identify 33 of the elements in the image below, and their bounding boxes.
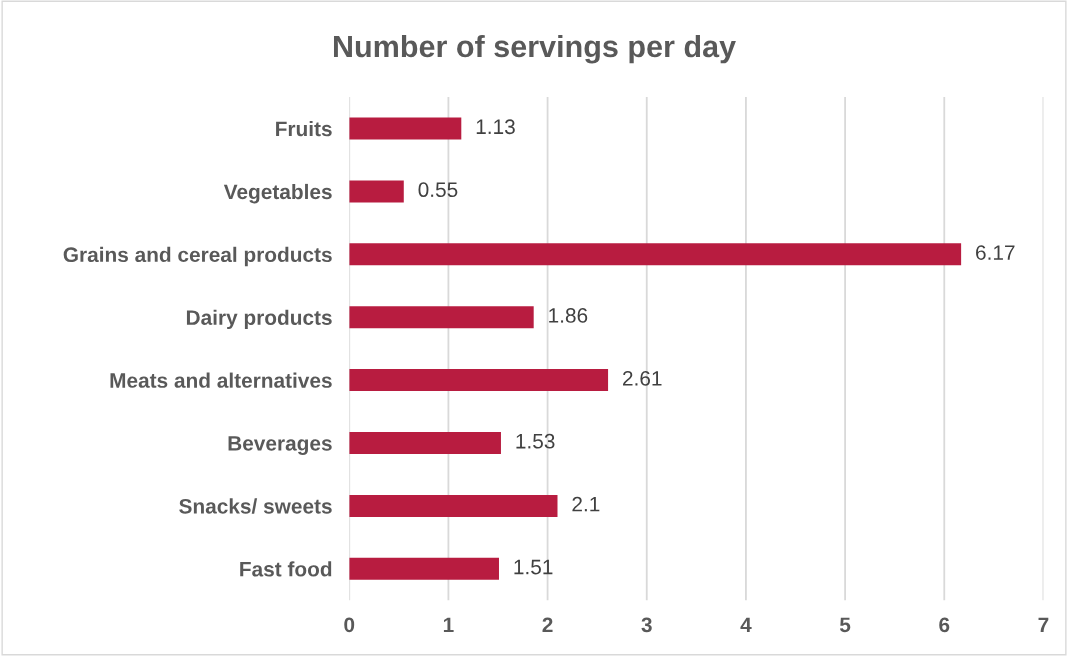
x-tick-label: 3 — [641, 617, 652, 633]
data-label: 1.13 — [476, 119, 515, 135]
chart-title: Number of servings per day — [333, 34, 736, 64]
y-tick-label: Snacks/ sweets — [179, 498, 332, 514]
data-label: 6.17 — [976, 245, 1015, 260]
x-tick-label: 0 — [344, 617, 355, 633]
x-tick-label: 7 — [1038, 617, 1049, 632]
data-label: 1.86 — [549, 308, 588, 323]
bar — [349, 369, 609, 392]
x-tick-label: 1 — [443, 617, 454, 632]
bar — [349, 306, 534, 329]
bar — [349, 432, 501, 455]
x-tick-label: 6 — [939, 617, 950, 633]
y-tick-label: Meats and alternatives — [110, 372, 332, 388]
y-tick-label: Dairy products — [186, 309, 332, 330]
data-label: 1.53 — [516, 433, 555, 449]
x-tick-label: 5 — [839, 617, 851, 633]
bar — [349, 180, 404, 203]
bar — [349, 117, 462, 140]
x-tick-label: 4 — [740, 617, 752, 632]
y-tick-label: Grains and cereal products — [63, 246, 332, 267]
data-label: 2.61 — [623, 370, 662, 386]
data-label: 1.51 — [514, 559, 553, 575]
y-tick-label: Beverages — [228, 436, 332, 455]
y-tick-label: Fast food — [240, 561, 332, 577]
bar — [349, 494, 558, 517]
bar — [349, 557, 499, 580]
data-label: 0.55 — [418, 182, 458, 198]
y-tick-label: Fruits — [276, 120, 332, 137]
y-tick-label: Vegetables — [223, 183, 332, 204]
data-label: 2.1 — [572, 496, 600, 512]
bar — [349, 243, 962, 266]
x-tick-label: 2 — [542, 617, 553, 632]
